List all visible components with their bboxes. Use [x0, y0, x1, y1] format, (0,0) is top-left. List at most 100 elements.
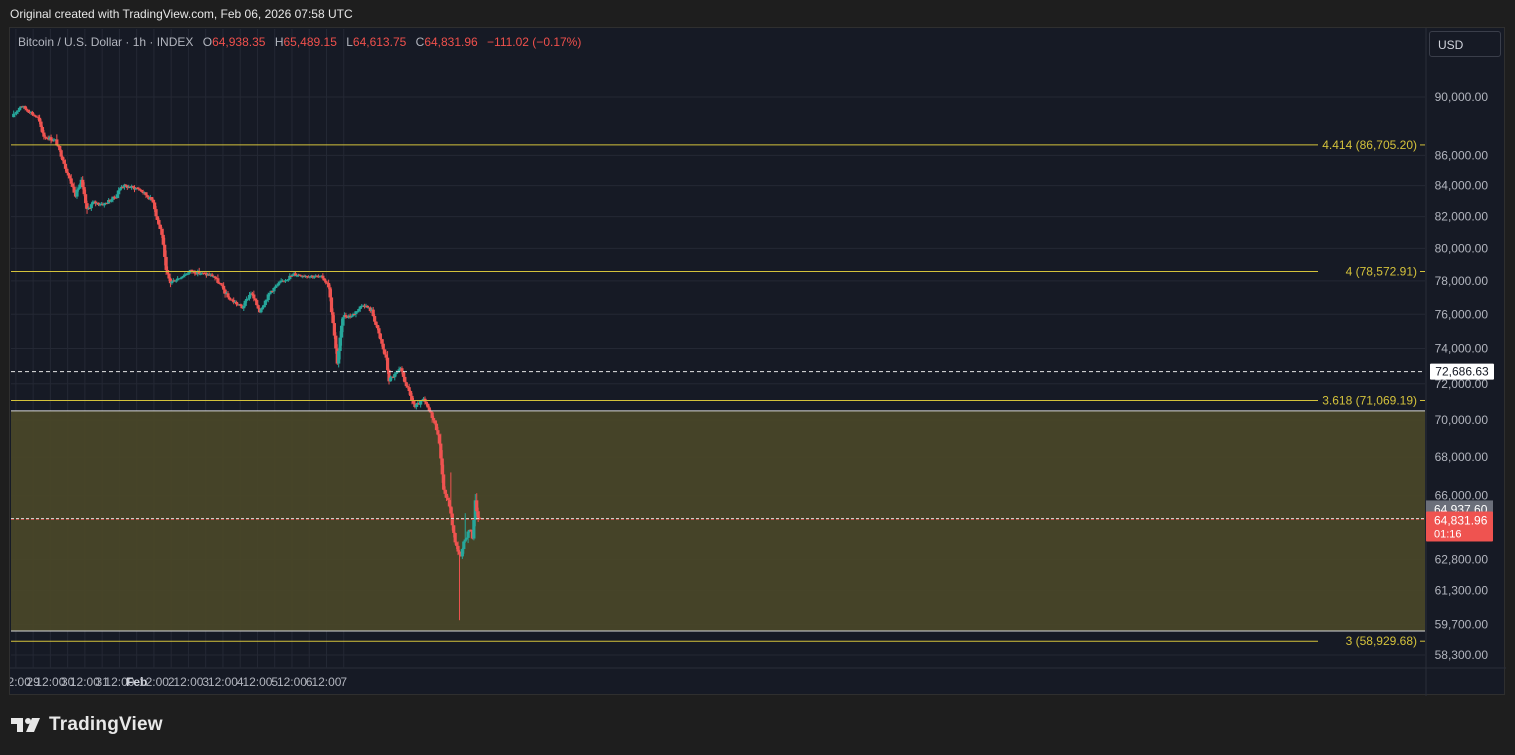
candle	[268, 292, 272, 297]
time-tick-label: 12:00	[208, 675, 238, 689]
candle	[85, 200, 89, 214]
candle	[40, 125, 45, 134]
candle	[180, 276, 184, 280]
candle	[176, 276, 180, 281]
candle	[371, 306, 375, 318]
time-tick-label: 30	[61, 675, 75, 689]
candle	[262, 304, 266, 308]
currency-button[interactable]: USD	[1429, 31, 1501, 57]
candle	[55, 134, 59, 146]
fib-levels: 4.414 (86,705.20) 4 (78,572.91) 3.618 (71,…	[11, 138, 1425, 648]
candle	[227, 296, 231, 300]
time-tick-label: 7	[340, 675, 347, 689]
candle	[96, 202, 101, 207]
candle	[219, 282, 223, 285]
candle	[462, 540, 466, 554]
price-tick-label: 86,000.00	[1435, 148, 1489, 162]
candle	[442, 464, 446, 491]
time-tick-label: 3	[202, 675, 209, 689]
candle	[144, 192, 148, 199]
time-tick-label: 12:00	[277, 675, 307, 689]
candle	[140, 189, 144, 193]
tradingview-logo[interactable]: TradingView	[11, 712, 163, 738]
candle	[226, 291, 230, 298]
low-value: 64,613.75	[352, 35, 407, 49]
candle	[49, 134, 53, 144]
time-tick-label: 2	[168, 675, 175, 689]
time-tick-label: 12:00	[242, 675, 272, 689]
candle	[298, 274, 302, 276]
time-tick-label: 12:00	[173, 675, 203, 689]
candle	[411, 397, 416, 405]
symbol-title[interactable]: Bitcoin / U.S. Dollar · 1h · INDEX	[18, 35, 194, 49]
candle	[91, 200, 95, 206]
candle	[332, 315, 336, 339]
candle	[223, 288, 227, 298]
open-value: 64,938.35	[212, 35, 266, 49]
candle	[232, 297, 236, 305]
price-tick-label: 70,000.00	[1435, 413, 1489, 427]
candle	[256, 304, 260, 310]
candle	[161, 228, 165, 246]
candle	[388, 375, 393, 382]
candle	[82, 182, 86, 197]
time-axis: 12:002912:003012:003112:00Feb12:00212:00…	[10, 675, 347, 689]
candle	[446, 495, 450, 501]
candle	[457, 549, 462, 621]
fib-level-label: 3.618 (71,069.19)	[1322, 393, 1417, 407]
dashed-level-price-label: 72,686.63	[1435, 365, 1489, 379]
time-tick-label: 6	[306, 675, 313, 689]
time-tick-label: 12:00	[70, 675, 100, 689]
price-tick-label: 78,000.00	[1435, 274, 1489, 288]
price-tick-label: 58,300.00	[1435, 648, 1489, 662]
candle	[158, 224, 162, 230]
candle	[368, 306, 372, 313]
price-tick-label: 84,000.00	[1435, 179, 1489, 193]
candle	[341, 316, 345, 333]
candle	[286, 278, 290, 282]
candle	[365, 305, 370, 308]
candle	[255, 298, 259, 306]
candle	[449, 472, 453, 517]
bar-countdown-label: 01:16	[1434, 529, 1462, 541]
candle	[216, 274, 220, 284]
candle	[193, 269, 197, 276]
candle	[331, 308, 335, 324]
price-tick-label: 74,000.00	[1435, 342, 1489, 356]
chart-pane[interactable]: 4.414 (86,705.20) 4 (78,572.91) 3.618 (71,…	[9, 27, 1506, 696]
candle	[112, 195, 116, 200]
candle	[170, 281, 174, 285]
fib-level-label: 3 (58,929.68)	[1346, 634, 1417, 648]
candle	[426, 403, 430, 408]
price-chart[interactable]: 4.414 (86,705.20) 4 (78,572.91) 3.618 (71,…	[10, 28, 1506, 696]
candle	[385, 351, 390, 374]
attribution-text: Original created with TradingView.com, F…	[10, 7, 353, 21]
time-tick-label: 4	[237, 675, 244, 689]
time-tick-label: 5	[271, 675, 278, 689]
candle	[17, 107, 22, 112]
price-axis: 90,000.00 86,000.00 84,000.00 82,000.00 80,0…	[1426, 90, 1494, 662]
candle	[357, 308, 361, 313]
fib-zone-highlight	[11, 410, 1425, 631]
price-tick-label: 59,700.00	[1435, 618, 1489, 632]
price-tick-label: 80,000.00	[1435, 241, 1489, 255]
candle	[272, 287, 276, 294]
candle	[434, 420, 439, 431]
candle	[419, 400, 423, 408]
candle	[72, 182, 76, 193]
last-price-label: 64,831.96	[1434, 514, 1488, 528]
candle	[288, 273, 292, 281]
candle	[466, 530, 470, 544]
price-tick-label: 72,000.00	[1435, 377, 1489, 391]
candle	[436, 426, 440, 436]
candle	[62, 157, 66, 165]
time-tick-label: 29	[26, 675, 40, 689]
candle	[447, 497, 452, 508]
candle	[43, 134, 47, 140]
candle	[16, 110, 20, 115]
price-tick-label: 61,300.00	[1435, 584, 1489, 598]
candle	[469, 529, 473, 532]
candle	[210, 272, 214, 277]
candle	[403, 372, 407, 383]
high-value: 65,489.15	[283, 35, 337, 49]
